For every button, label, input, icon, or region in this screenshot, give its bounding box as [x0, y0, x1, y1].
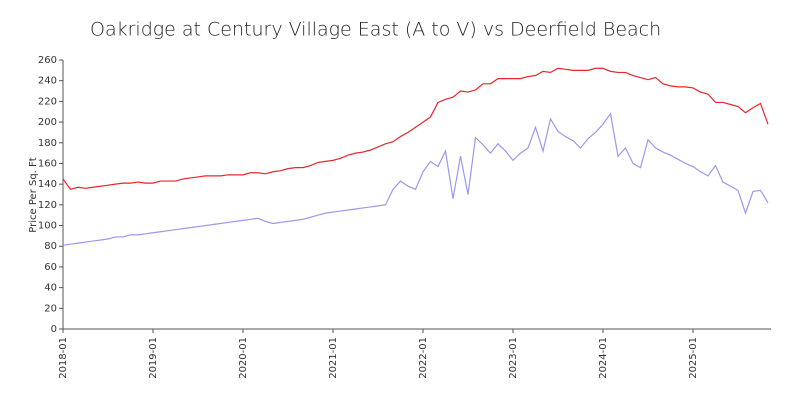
- series-line: [62, 112, 769, 246]
- y-tick-label: 160: [38, 158, 57, 169]
- y-tick-label: 80: [44, 241, 57, 252]
- y-tick-label: 260: [38, 55, 57, 66]
- x-tick-label: 2024-01: [598, 337, 609, 379]
- y-tick-label: 140: [38, 179, 57, 190]
- x-tick-label: 2020-01: [238, 337, 249, 379]
- y-tick-label: 20: [44, 303, 57, 314]
- series-line: [62, 67, 769, 191]
- x-tick-label: 2023-01: [508, 337, 519, 379]
- y-tick-label: 0: [51, 324, 57, 335]
- y-tick-label: 180: [38, 138, 57, 149]
- x-tick-label: 2021-01: [328, 337, 339, 379]
- y-tick-label: 100: [38, 221, 57, 232]
- chart-title: Oakridge at Century Village East (A to V…: [90, 19, 661, 41]
- x-tick-label: 2019-01: [148, 337, 159, 379]
- y-tick-label: 40: [44, 283, 57, 294]
- y-axis-label: Price Per Sq. Ft: [28, 157, 39, 232]
- x-tick-label: 2018-01: [58, 337, 69, 379]
- x-tick-label: 2025-01: [688, 337, 699, 379]
- y-tick-label: 120: [38, 200, 57, 211]
- y-tick-label: 220: [38, 96, 57, 107]
- y-tick-label: 240: [38, 76, 57, 87]
- x-tick-label: 2022-01: [418, 337, 429, 379]
- y-tick-label: 60: [44, 262, 57, 273]
- y-tick-label: 200: [38, 117, 57, 128]
